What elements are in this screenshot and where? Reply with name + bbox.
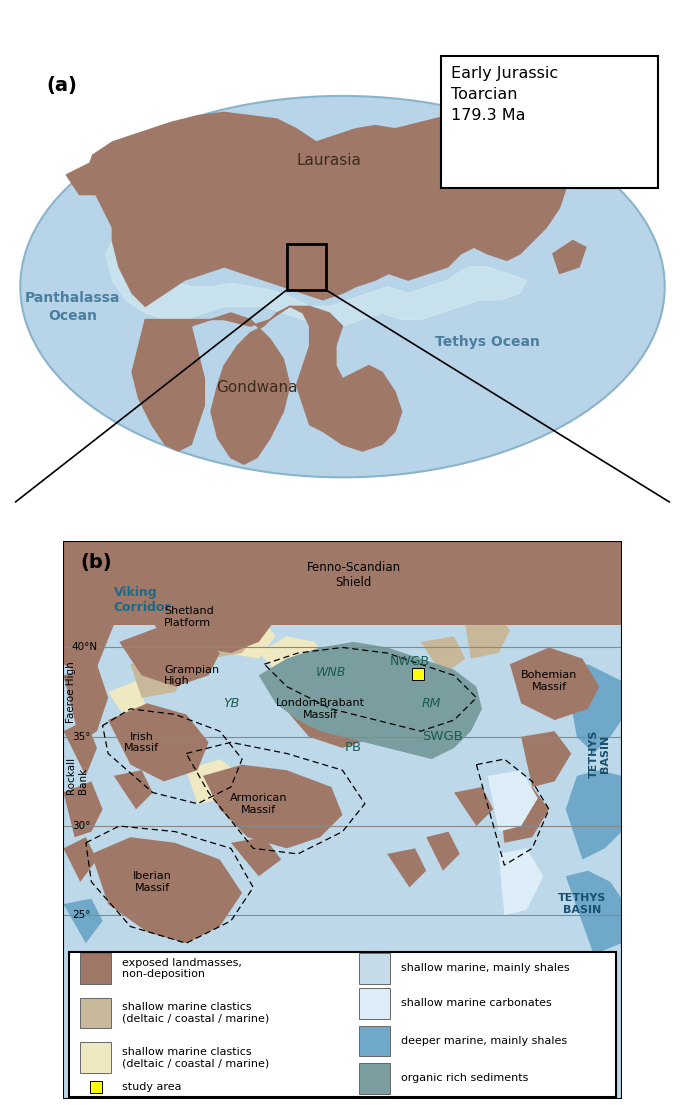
Bar bbox=[359, 1063, 390, 1094]
Polygon shape bbox=[186, 759, 242, 803]
Polygon shape bbox=[521, 732, 571, 787]
Text: Rockall
Bank: Rockall Bank bbox=[66, 757, 88, 794]
Ellipse shape bbox=[21, 96, 664, 477]
Bar bbox=[359, 988, 390, 1019]
Text: Shetland
Platform: Shetland Platform bbox=[164, 606, 214, 628]
Text: PB: PB bbox=[345, 741, 362, 755]
Polygon shape bbox=[566, 664, 621, 754]
Polygon shape bbox=[105, 241, 527, 326]
Polygon shape bbox=[421, 636, 465, 675]
Bar bbox=[80, 953, 111, 983]
Text: Armorican
Massif: Armorican Massif bbox=[230, 793, 288, 814]
Text: Early Jurassic
Toarcian
179.3 Ma: Early Jurassic Toarcian 179.3 Ma bbox=[451, 66, 558, 124]
Polygon shape bbox=[64, 541, 125, 681]
Polygon shape bbox=[108, 703, 208, 781]
Text: 30°: 30° bbox=[72, 821, 90, 831]
Polygon shape bbox=[164, 597, 259, 659]
Text: Bohemian
Massif: Bohemian Massif bbox=[521, 670, 577, 692]
Bar bbox=[359, 953, 390, 983]
Text: Iberian
Massif: Iberian Massif bbox=[134, 871, 172, 893]
Polygon shape bbox=[465, 614, 510, 659]
Text: 35°: 35° bbox=[72, 732, 90, 741]
Polygon shape bbox=[566, 871, 621, 955]
Text: Panthalassa
Ocean: Panthalassa Ocean bbox=[25, 292, 121, 323]
Text: organic rich sediments: organic rich sediments bbox=[401, 1073, 528, 1083]
Polygon shape bbox=[91, 838, 242, 944]
Text: shallow marine, mainly shales: shallow marine, mainly shales bbox=[401, 964, 570, 974]
Text: 40°N: 40°N bbox=[72, 642, 98, 652]
Polygon shape bbox=[64, 664, 108, 743]
Text: 25°: 25° bbox=[72, 911, 90, 920]
Text: exposed landmasses,
non-deposition: exposed landmasses, non-deposition bbox=[122, 958, 242, 979]
Text: shallow marine carbonates: shallow marine carbonates bbox=[401, 999, 552, 1009]
Text: RM: RM bbox=[422, 697, 441, 709]
Polygon shape bbox=[132, 306, 401, 464]
Text: Faeroe High: Faeroe High bbox=[66, 661, 76, 723]
Polygon shape bbox=[454, 787, 493, 827]
Polygon shape bbox=[387, 849, 426, 887]
Polygon shape bbox=[488, 770, 538, 832]
Polygon shape bbox=[275, 541, 621, 625]
Text: WNB: WNB bbox=[316, 666, 347, 680]
Polygon shape bbox=[64, 781, 103, 838]
Text: study area: study area bbox=[122, 1082, 182, 1092]
Polygon shape bbox=[566, 770, 621, 860]
Polygon shape bbox=[64, 541, 621, 625]
Text: SWGB: SWGB bbox=[423, 730, 463, 744]
Polygon shape bbox=[130, 653, 186, 697]
Polygon shape bbox=[64, 838, 97, 882]
Text: shallow marine clastics
(deltaic / coastal / marine): shallow marine clastics (deltaic / coast… bbox=[122, 1046, 269, 1069]
Polygon shape bbox=[426, 832, 460, 871]
Text: Irish
Massif: Irish Massif bbox=[124, 732, 159, 754]
Polygon shape bbox=[499, 787, 549, 843]
Polygon shape bbox=[86, 113, 566, 306]
Text: Viking
Corridor: Viking Corridor bbox=[114, 586, 171, 614]
Polygon shape bbox=[114, 770, 153, 809]
Polygon shape bbox=[108, 681, 147, 726]
Bar bbox=[359, 1025, 390, 1056]
Text: Tethys Ocean: Tethys Ocean bbox=[435, 335, 540, 349]
Polygon shape bbox=[64, 720, 97, 776]
Polygon shape bbox=[259, 642, 482, 759]
Bar bbox=[80, 998, 111, 1029]
Polygon shape bbox=[275, 686, 387, 748]
Text: Gondwana: Gondwana bbox=[216, 380, 298, 394]
Text: TETHYS
BASIN: TETHYS BASIN bbox=[558, 893, 607, 915]
Text: Laurasia: Laurasia bbox=[297, 152, 362, 168]
Polygon shape bbox=[553, 241, 586, 273]
Text: shallow marine clastics
(deltaic / coastal / marine): shallow marine clastics (deltaic / coast… bbox=[122, 1002, 269, 1023]
Text: YB: YB bbox=[223, 697, 239, 709]
Text: (a): (a) bbox=[47, 76, 77, 95]
Polygon shape bbox=[510, 648, 599, 720]
Text: NWGB: NWGB bbox=[389, 655, 429, 667]
Polygon shape bbox=[64, 898, 103, 944]
Text: Grampian
High: Grampian High bbox=[164, 664, 219, 686]
Polygon shape bbox=[231, 838, 281, 876]
Polygon shape bbox=[220, 614, 275, 659]
Bar bbox=[286, 244, 326, 290]
Text: deeper marine, mainly shales: deeper marine, mainly shales bbox=[401, 1035, 567, 1045]
Polygon shape bbox=[130, 580, 275, 653]
Text: TETHYS
BASIN: TETHYS BASIN bbox=[588, 729, 610, 778]
Polygon shape bbox=[499, 849, 543, 915]
Polygon shape bbox=[66, 161, 105, 194]
Polygon shape bbox=[203, 765, 342, 849]
Text: Fenno-Scandian
Shield: Fenno-Scandian Shield bbox=[307, 561, 401, 589]
Text: (b): (b) bbox=[80, 552, 112, 571]
Bar bbox=[80, 1042, 111, 1073]
Polygon shape bbox=[119, 625, 220, 686]
Text: London-Brabant
Massif: London-Brabant Massif bbox=[275, 698, 364, 719]
Polygon shape bbox=[259, 636, 332, 686]
Bar bbox=[69, 951, 616, 1096]
Bar bbox=[441, 56, 658, 188]
